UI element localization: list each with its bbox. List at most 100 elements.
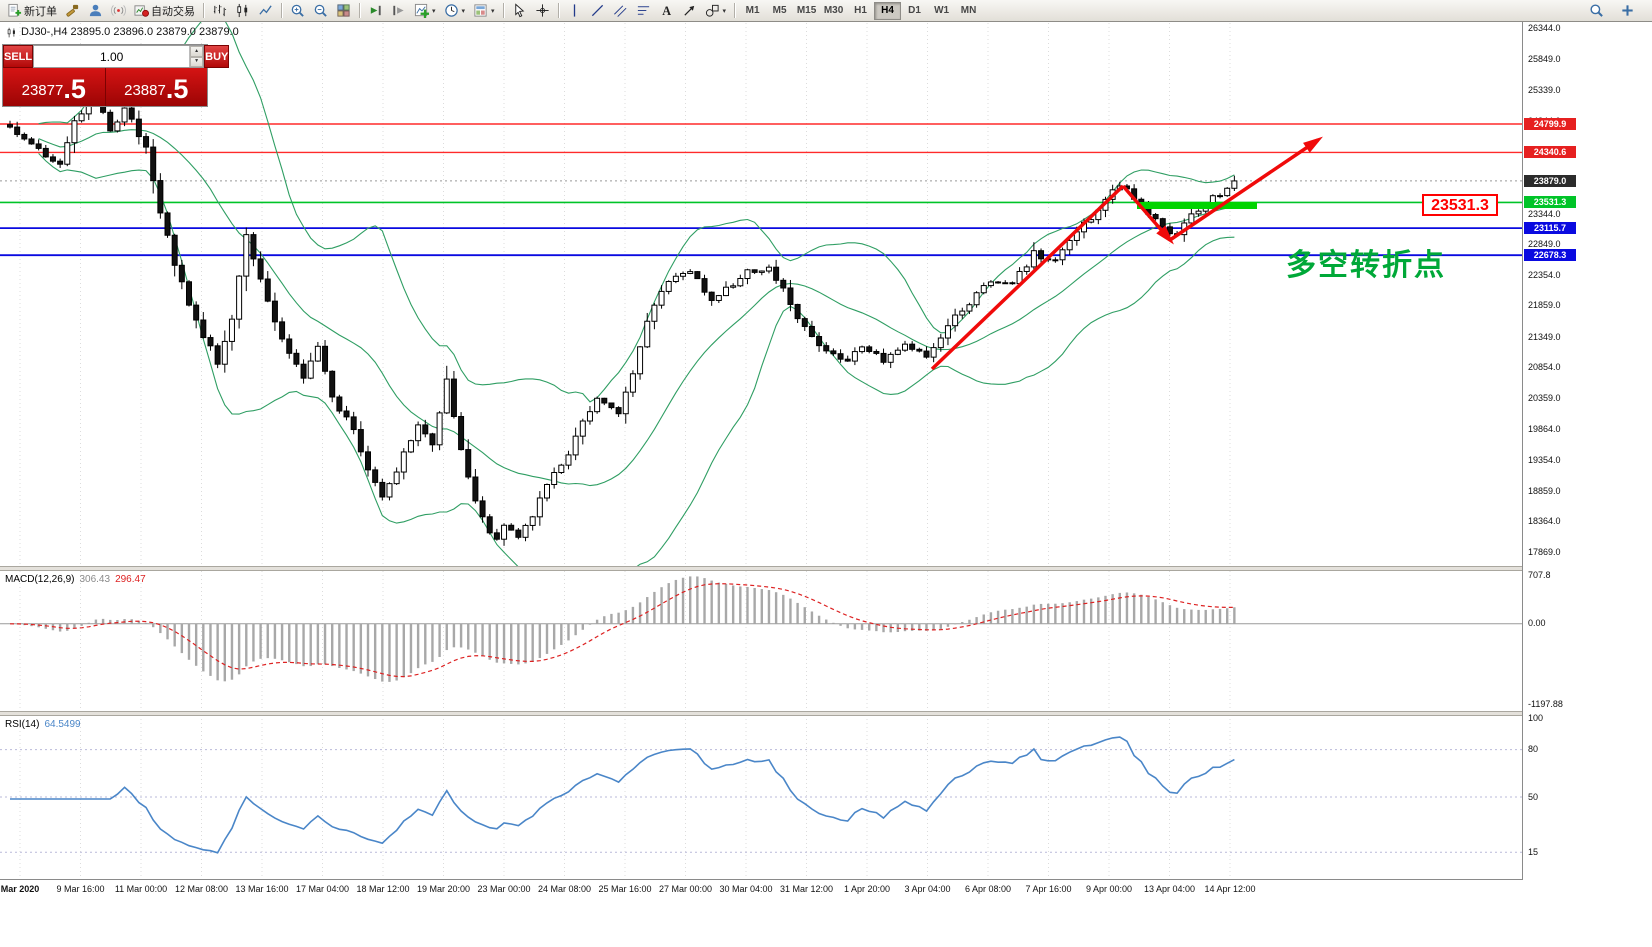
price-tick-label: 19354.0 [1528,455,1561,466]
macd-scale-label: -1197.88 [1528,699,1563,710]
price-badge: 23115.7 [1524,222,1576,235]
time-axis-label: 13 Apr 04:00 [1143,884,1196,894]
candlestick-chart-button[interactable] [231,1,254,21]
timeframe-d1[interactable]: D1 [901,2,928,20]
vline-icon [573,4,575,17]
search-button[interactable] [1585,1,1608,21]
panel-separator[interactable] [0,566,1652,571]
sell-button[interactable]: SELL [3,45,34,68]
signals-button[interactable] [107,1,130,21]
zoom-out-icon [314,4,327,17]
tile-icon [337,4,350,17]
fibonacci-button[interactable] [632,1,655,21]
timeframe-w1[interactable]: W1 [928,2,955,20]
fibo-icon [637,6,649,15]
linechart-icon [259,5,272,15]
price-tick-label: 22849.0 [1528,239,1561,250]
horizontal-level-lines [0,123,1522,257]
dropdown-caret-icon[interactable]: ▾ [461,7,466,15]
rsi-indicator-label: RSI(14) 64.5499 [5,719,81,730]
zoom-in-button[interactable] [286,1,309,21]
sell-price[interactable]: 23877.5 [3,68,105,106]
panel-separator[interactable] [0,711,1652,716]
new-order-button[interactable]: 新订单 [3,1,61,21]
arrow-tool-button[interactable] [678,1,701,21]
time-axis-label: 6 Apr 08:00 [964,884,1012,894]
bar-chart-button[interactable] [208,1,231,21]
buy-price-main: 23887 [124,82,166,99]
signal-icon [111,5,126,16]
time-axis[interactable]: Mar 2020 9 Mar 16:00 11 Mar 00:00 12 Mar 08… [0,880,1652,904]
zoom-in-icon [291,4,304,17]
tile-windows-button[interactable] [332,1,355,21]
rsi-scale-label: 50 [1528,791,1539,802]
rsi-scale-label: 80 [1528,744,1539,755]
profile-button[interactable] [84,1,107,21]
candles-icon [237,3,248,18]
timeframe-m30[interactable]: M30 [820,2,847,20]
market-button[interactable] [61,1,84,21]
indicators-button[interactable]: ▾ [410,1,440,21]
macd-scale-label: 0.00 [1528,618,1546,629]
price-tick-label: 23344.0 [1528,208,1561,219]
autotrading-button[interactable]: 自动交易 [130,1,199,21]
buy-button[interactable]: BUY [204,45,230,68]
price-tick-label: 25339.0 [1528,85,1561,96]
crosshair-button[interactable] [531,1,554,21]
text-button[interactable]: A [655,1,678,21]
search-icon [1590,4,1603,17]
timeframe-m1[interactable]: M1 [739,2,766,20]
time-axis-label: 1 Apr 20:00 [843,884,891,894]
autotrading-button-label: 自动交易 [151,5,195,18]
time-axis-label: 12 Mar 08:00 [174,884,229,894]
volume-input[interactable] [34,46,190,67]
price-tick-label: 26344.0 [1528,23,1561,34]
zoom-out-button[interactable] [309,1,332,21]
periods-button[interactable]: ▾ [440,1,470,21]
macd-name: MACD(12,26,9) [5,574,75,585]
time-axis-label: 9 Apr 00:00 [1085,884,1133,894]
line-chart-button[interactable] [254,1,277,21]
add-button[interactable] [1616,1,1639,21]
price-badge: 24799.9 [1524,118,1576,130]
time-axis-label: 11 Mar 00:00 [114,884,168,894]
buy-price[interactable]: 23887.5 [106,68,208,106]
shapes-button[interactable]: ▾ [701,1,731,21]
turning-point-annotation: 多空转折点 [1286,248,1446,283]
template-icon [474,4,487,17]
timeframe-mn[interactable]: MN [955,2,982,20]
cursor-button[interactable] [508,1,531,21]
volume-up-button[interactable]: ▲ [190,46,204,57]
price-tick-label: 18364.0 [1528,516,1561,527]
dropdown-caret-icon[interactable]: ▾ [432,7,436,15]
trendline-icon [591,4,603,17]
chart-shift-button[interactable] [387,1,410,21]
dropdown-caret-icon[interactable]: ▾ [722,7,727,15]
channel-button[interactable] [609,1,632,21]
macd-signal-line [9,583,1235,678]
timeframe-m5[interactable]: M5 [766,2,793,20]
timeframe-h1[interactable]: H1 [847,2,874,20]
templates-button[interactable]: ▾ [469,1,499,21]
shapes-icon [705,4,719,17]
trendline-button[interactable] [586,1,609,21]
timeframe-h4[interactable]: H4 [874,1,902,20]
price-tick-label: 21349.0 [1528,331,1561,342]
symbol-header: DJ30-,H4 23895.0 23896.0 23879.0 23879.0 [6,26,239,38]
price-tick-label: 19864.0 [1528,423,1561,434]
candles-layer [7,80,1238,546]
auto-scroll-button[interactable] [364,1,387,21]
price-axis[interactable]: 26344.025849.025339.024844.023344.022849… [1522,22,1652,880]
time-axis-label: 25 Mar 16:00 [598,884,652,894]
timeframe-m15[interactable]: M15 [793,2,820,20]
rsi-line [10,736,1235,854]
time-axis-label: 23 Mar 00:00 [477,884,531,894]
rsi-value: 64.5499 [44,719,81,730]
vertical-line-button[interactable] [563,1,586,21]
volume-down-button[interactable]: ▼ [190,56,204,67]
volume-field: ▲ ▼ [33,45,205,68]
dropdown-caret-icon[interactable]: ▾ [491,7,495,15]
crosshair-icon [535,4,549,17]
